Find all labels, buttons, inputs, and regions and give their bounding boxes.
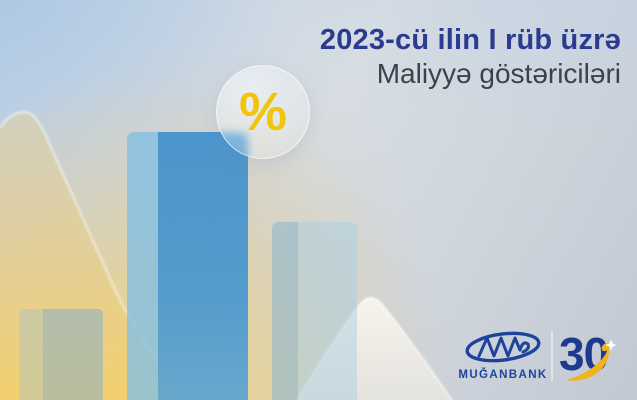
headline-line2: Maliyyə göstəriciləri [376, 58, 621, 89]
logo-ellipse-icon [465, 331, 541, 363]
sparkle-star-icon [605, 339, 617, 351]
percent-symbol: % [238, 82, 287, 142]
headline: 2023-cü ilin I rüb üzrə Maliyyə göstəric… [320, 24, 621, 89]
logo-bank-name: MUĞANBANK [458, 368, 547, 381]
muganbank-logo: MUĞANBANK 30 [458, 328, 617, 381]
logo-monogram-icon [477, 336, 530, 358]
anniversary-30: 30 [559, 328, 608, 380]
anniversary-swoosh-icon [566, 345, 609, 381]
percent-badge: % [216, 65, 310, 159]
headline-line1: 2023-cü ilin I rüb üzrə [319, 24, 621, 56]
